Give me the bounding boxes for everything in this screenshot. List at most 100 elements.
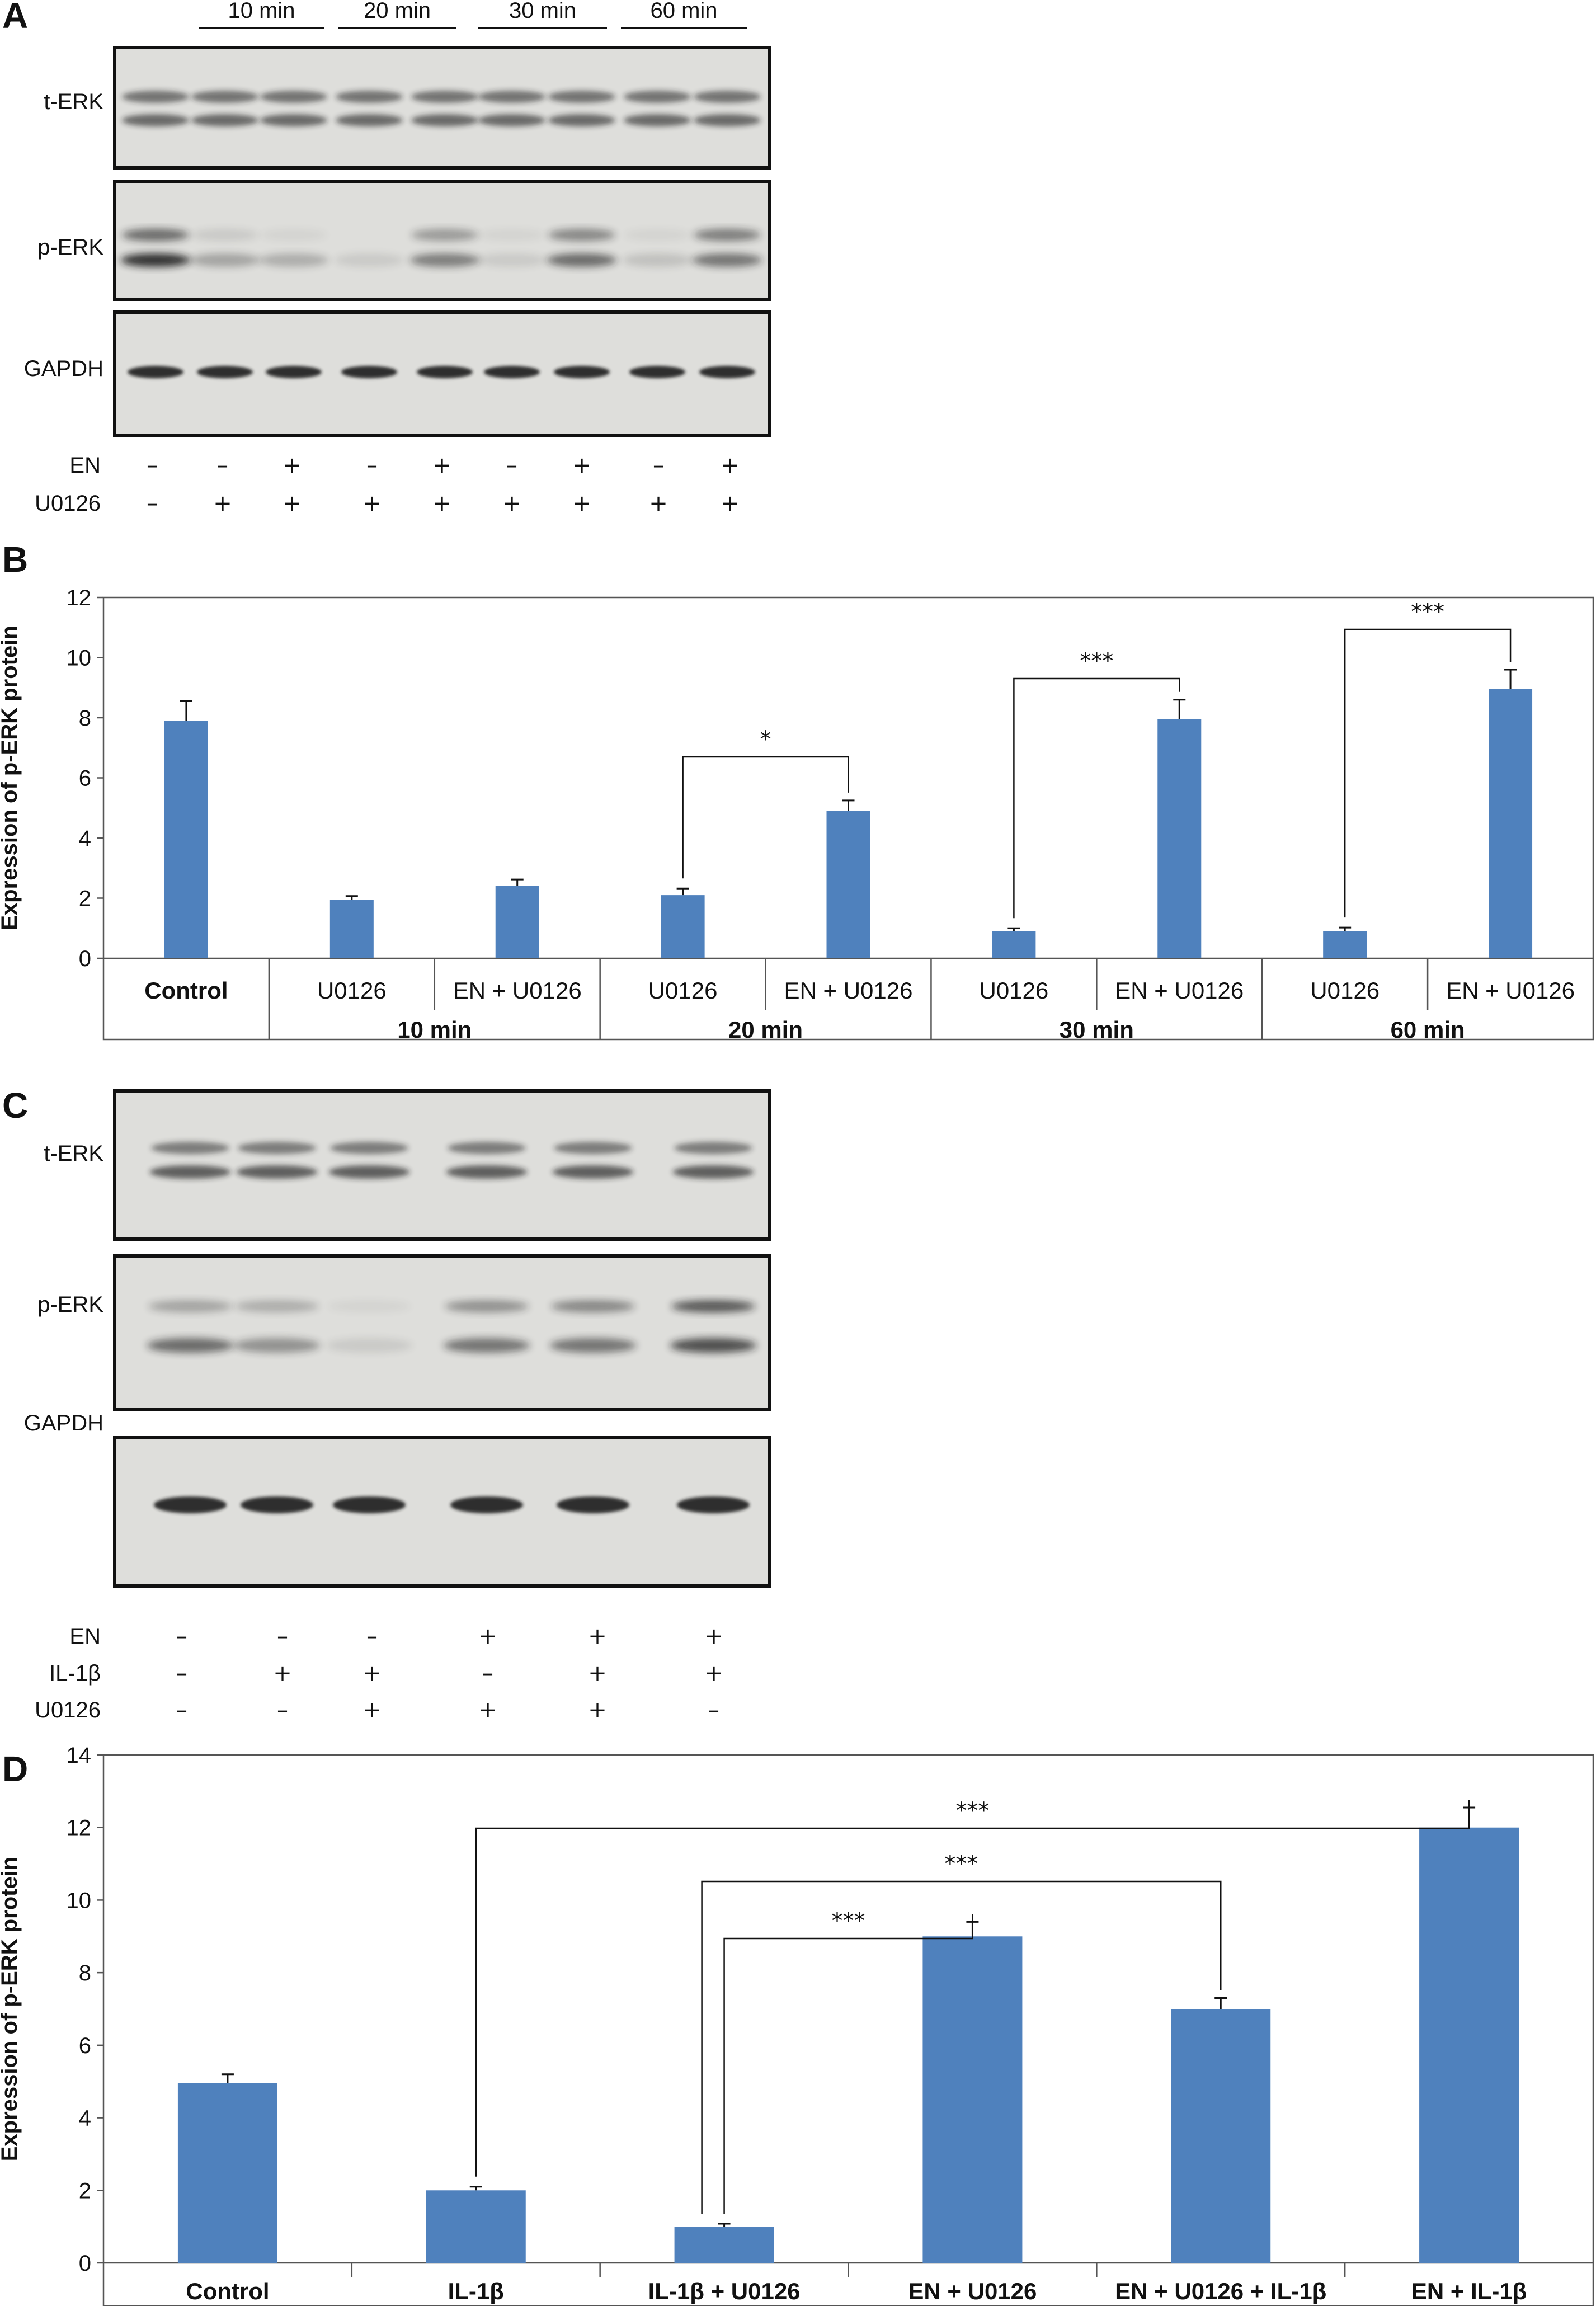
panel-c-sign: –	[277, 1623, 288, 1649]
panel-a-terk-band-upper	[122, 91, 189, 103]
panel-a-perk-band-upper	[478, 229, 545, 241]
panel-c-terk-band-upper	[674, 1142, 752, 1154]
panel-a-sign: +	[572, 491, 591, 516]
panel-a-perk-band-lower	[692, 253, 762, 267]
x-category-label: EN + U0126 + IL-1β	[1115, 2278, 1326, 2304]
significance-label: ***	[944, 1851, 978, 1877]
panel-c-perk-band-lower	[549, 1338, 637, 1353]
bar	[1171, 2009, 1271, 2263]
panel-a-gapdh-band	[266, 366, 322, 378]
panel-a-terk-band-lower	[624, 114, 691, 126]
x-category-label: U0126	[648, 977, 718, 1004]
panel-a-gapdh-band	[484, 366, 540, 378]
panel-a-perk-band-upper	[694, 229, 761, 241]
bar	[426, 2190, 526, 2263]
significance-label: ***	[955, 1798, 989, 1824]
panel-c-terk-band-lower	[236, 1165, 318, 1179]
y-tick-label: 6	[79, 2034, 91, 2058]
panel-c-blots: t-ERK p-ERK GAPDH	[24, 1089, 771, 1588]
bar	[826, 811, 870, 958]
panel-c-perk-band-lower	[233, 1338, 321, 1353]
panel-c-row-label: t-ERK	[44, 1141, 103, 1166]
panel-a-sign: +	[213, 491, 232, 516]
panel-c-perk-band-lower	[443, 1338, 530, 1353]
x-group-label: 30 min	[1060, 1016, 1134, 1043]
panel-c-terk-band-lower	[552, 1165, 634, 1179]
panel-a-terk-band-lower	[411, 114, 478, 126]
y-tick-label: 12	[67, 586, 92, 610]
panel-a-label: A	[2, 0, 28, 36]
panel-c-terk-blot	[113, 1089, 771, 1241]
panel-a-sign: +	[432, 453, 451, 478]
panel-a-gapdh-band	[128, 366, 183, 378]
panel-c-row-label: GAPDH	[24, 1411, 103, 1436]
panel-a-terk-band-lower	[191, 114, 258, 126]
panel-a-terk-band-lower	[336, 114, 403, 126]
panel-a-terk-band-upper	[336, 91, 403, 103]
x-category-label: IL-1β + U0126	[648, 2278, 801, 2304]
panel-d-chart: 0 2 4 6 8 10 12 14 Expression of p-ERK protein **…	[0, 1743, 1594, 2306]
panel-a-time-label: 20 min	[364, 0, 431, 23]
panel-a-sign: +	[572, 453, 591, 478]
panel-c-perk-band-upper	[148, 1300, 232, 1312]
panel-c-sign: +	[362, 1660, 382, 1686]
panel-c-sign: –	[277, 1697, 288, 1723]
bar	[922, 1936, 1023, 2263]
panel-c-label: C	[2, 1085, 28, 1126]
panel-a-row-label: t-ERK	[44, 90, 103, 114]
significance-bracket	[723, 1914, 973, 2214]
x-category-label: EN + U0126	[1115, 977, 1244, 1004]
panel-a-sign: +	[283, 491, 302, 516]
panel-a-perk-band-lower	[477, 253, 547, 267]
bar	[1157, 719, 1202, 958]
x-category-label: EN + IL-1β	[1411, 2278, 1527, 2304]
panel-c-sign: –	[366, 1623, 378, 1649]
x-group-label: 20 min	[728, 1016, 803, 1043]
y-tick-label: 2	[79, 2178, 91, 2203]
panel-a-terk-band-lower	[548, 114, 615, 126]
panel-a-sign: +	[721, 491, 740, 516]
y-tick-label: 0	[79, 947, 91, 971]
bar	[661, 895, 705, 958]
significance-bracket	[1013, 677, 1180, 919]
x-category-label: IL-1β	[448, 2278, 504, 2304]
panel-c-perk-band-upper	[671, 1300, 755, 1312]
y-tick-label: 10	[67, 646, 92, 671]
panel-c-sign: +	[588, 1623, 607, 1649]
y-tick-label: 4	[79, 2106, 91, 2131]
panel-c-terk-band-lower	[149, 1165, 231, 1179]
panel-a-terk-band-upper	[694, 91, 761, 103]
panel-a-sign: –	[217, 453, 228, 478]
y-tick-label: 14	[67, 1743, 92, 1768]
panel-a-perk-band-lower	[334, 253, 404, 267]
x-category-label: U0126	[980, 977, 1049, 1004]
panel-c-gapdh-band	[241, 1496, 313, 1513]
panel-c-gapdh-band	[333, 1496, 406, 1513]
panel-a-terk-blot	[113, 46, 771, 170]
panel-c-sign: +	[588, 1697, 607, 1723]
significance-bracket	[682, 756, 849, 879]
panel-a-gapdh-band	[699, 366, 755, 378]
panel-a-treatment-label: U0126	[35, 491, 101, 516]
panel-a-treatments: EN – – + – + – + – + U0126 – + + + + + + + +	[35, 453, 740, 516]
panel-a-sign: –	[366, 453, 378, 478]
x-category-label: EN + U0126	[784, 977, 913, 1004]
panel-c-perk-blot	[113, 1254, 771, 1411]
panel-a-gapdh-band	[629, 366, 685, 378]
significance-label: ***	[1080, 648, 1113, 674]
bar	[177, 2083, 277, 2263]
bar	[992, 931, 1036, 958]
bar	[1489, 689, 1533, 958]
panel-a-sign: –	[506, 453, 517, 478]
panel-a-perk-band-upper	[624, 229, 691, 241]
panel-a-sign: +	[283, 453, 302, 478]
bar	[1419, 1827, 1519, 2263]
panel-c-sign: –	[708, 1697, 719, 1723]
panel-a-blots: t-ERK p-ERK GAPDH	[24, 46, 771, 437]
panel-c-gapdh-band	[450, 1496, 523, 1513]
chart-frame	[102, 596, 1594, 1041]
panel-a-gapdh-band	[341, 366, 397, 378]
panel-a-perk-band-upper	[411, 229, 478, 241]
